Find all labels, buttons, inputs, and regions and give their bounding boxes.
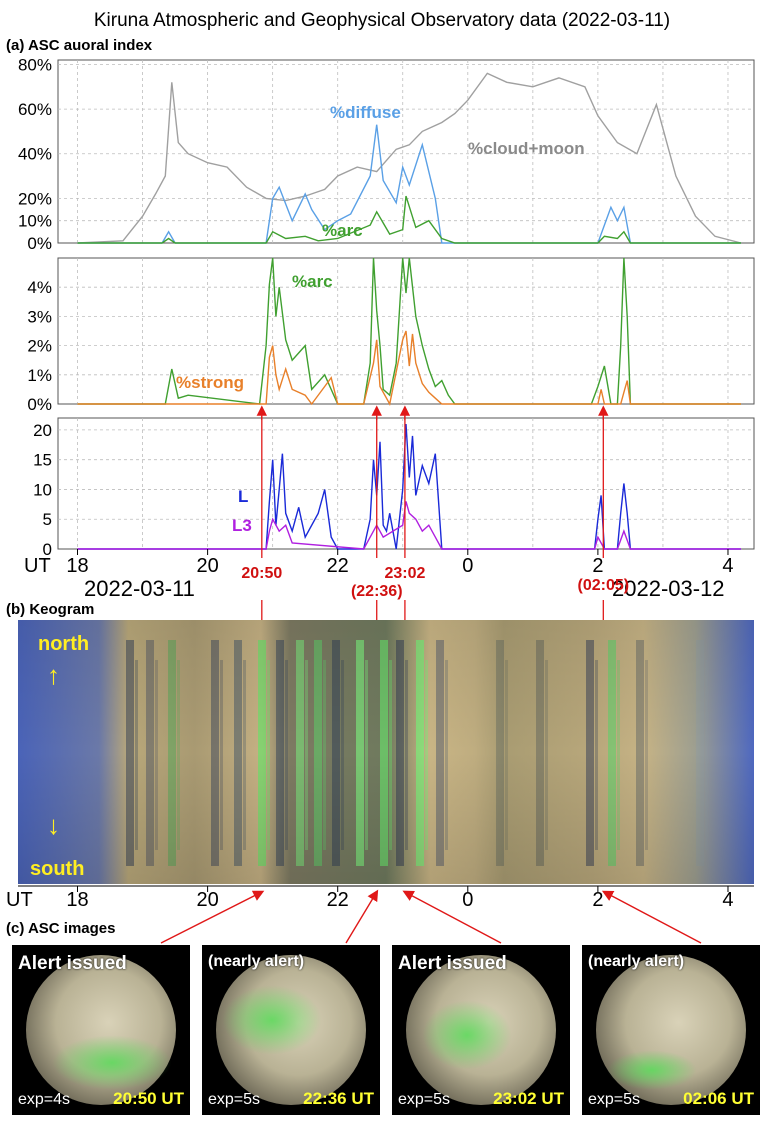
y-tick-label: 10% xyxy=(18,212,52,231)
y-tick-label: 5 xyxy=(43,510,52,529)
series-label: %cloud+moon xyxy=(468,139,585,158)
x-tick-label: 18 xyxy=(66,555,88,577)
asc-image-1: Alert issued exp=4s 20:50 UT xyxy=(12,945,190,1115)
y-tick-label: 0% xyxy=(27,395,52,414)
asc-image-2-exposure: exp=5s xyxy=(208,1091,261,1108)
asc-image-1-exposure: exp=4s xyxy=(18,1091,71,1108)
asc-image-2-time: 22:36 UT xyxy=(303,1089,374,1108)
aurora-glow-4 xyxy=(607,1050,697,1090)
x-tick-label: 22 xyxy=(327,555,349,577)
series-label: %arc xyxy=(322,221,363,240)
y-tick-label: 4% xyxy=(27,278,52,297)
x-axis-a: UT 18 20 22 0 2 4 xyxy=(24,549,734,577)
y-tick-label: 2% xyxy=(27,337,52,356)
x-tick-label: 4 xyxy=(722,555,733,577)
north-arrow-icon: ↑ xyxy=(47,660,60,690)
ut-axis-label: UT xyxy=(24,555,51,577)
keogram-x-tick-label: 18 xyxy=(66,889,88,911)
image-link-arrow xyxy=(345,889,379,944)
chart-panel-3: 0 5 10 15 20 L L3 xyxy=(33,417,755,559)
asc-image-1-time: 20:50 UT xyxy=(113,1089,184,1108)
asc-image-3-time: 23:02 UT xyxy=(493,1089,564,1108)
event-label: (22:36) xyxy=(351,583,403,600)
panel-c-label: (c) ASC images xyxy=(6,920,115,937)
panel-a-label: (a) ASC auoral index xyxy=(6,37,153,54)
image-link-arrow xyxy=(601,890,702,944)
y-tick-label: 20 xyxy=(33,421,52,440)
asc-image-3-header: Alert issued xyxy=(398,953,507,974)
series-label: L3 xyxy=(232,516,252,535)
asc-image-4-exposure: exp=5s xyxy=(588,1091,641,1108)
keogram-north-label: north xyxy=(38,633,90,655)
keogram-x-tick-label: 22 xyxy=(327,889,349,911)
date-right: 2022-03-12 xyxy=(612,576,725,601)
y-tick-label: 80% xyxy=(18,55,52,74)
keogram-ut-label: UT xyxy=(6,889,33,911)
y-tick-label: 20% xyxy=(18,189,52,208)
asc-image-3-exposure: exp=5s xyxy=(398,1091,451,1108)
y-tick-label: 60% xyxy=(18,100,52,119)
x-axis-b: UT 18 20 22 0 2 4 xyxy=(6,885,754,911)
asc-image-3: Alert issued exp=5s 23:02 UT xyxy=(392,945,570,1115)
chart-panel-2: 0% 1% 2% 3% 4% %arc %strong xyxy=(27,257,755,414)
y-tick-label: 1% xyxy=(27,366,52,385)
image-link-arrow xyxy=(160,890,265,944)
series-line xyxy=(77,330,741,407)
asc-image-1-header: Alert issued xyxy=(18,953,127,974)
y-tick-label: 0 xyxy=(43,540,52,559)
plot-frame xyxy=(57,417,755,550)
series-line xyxy=(77,124,741,244)
image-link-arrow xyxy=(402,890,502,944)
y-tick-label: 40% xyxy=(18,145,52,164)
series-label: %arc xyxy=(292,272,333,291)
chart-panel-1: 0% 10% 20% 40% 60% 80% %cloud+moon %diffuse %arc xyxy=(18,55,755,253)
asc-image-4-header: (nearly alert) xyxy=(588,953,685,970)
aurora-glow-2 xyxy=(222,985,322,1055)
asc-image-2-header: (nearly alert) xyxy=(208,953,305,970)
keogram-x-tick-label: 2 xyxy=(592,889,603,911)
asc-image-4-time: 02:06 UT xyxy=(683,1089,754,1108)
date-left: 2022-03-11 xyxy=(84,576,195,601)
y-tick-label: 10 xyxy=(33,480,52,499)
keogram-x-tick-label: 20 xyxy=(196,889,218,911)
aurora-glow-1 xyxy=(52,1035,172,1090)
y-tick-label: 15 xyxy=(33,451,52,470)
keogram xyxy=(18,620,754,884)
x-tick-label: 2 xyxy=(592,555,603,577)
event-label: (02:05) xyxy=(578,577,630,594)
series-line xyxy=(77,423,741,550)
keogram-south-label: south xyxy=(30,858,85,880)
south-arrow-icon: ↓ xyxy=(47,810,60,840)
keogram-x-tick-label: 0 xyxy=(462,889,473,911)
panel-b-label: (b) Keogram xyxy=(6,601,94,618)
series-label: L xyxy=(238,487,248,506)
series-label: %strong xyxy=(176,373,244,392)
asc-image-4: (nearly alert) exp=5s 02:06 UT xyxy=(582,945,760,1115)
series-line xyxy=(77,72,742,244)
event-label: 23:02 xyxy=(384,565,425,582)
y-tick-label: 3% xyxy=(27,307,52,326)
keogram-x-tick-label: 4 xyxy=(722,889,733,911)
image-arrows xyxy=(160,889,702,944)
asc-image-2: (nearly alert) exp=5s 22:36 UT xyxy=(202,945,380,1115)
plot-frame xyxy=(57,59,755,244)
figure-title: Kiruna Atmospheric and Geophysical Obser… xyxy=(94,10,670,31)
plot-area: 0% 10% 20% 40% 60% 80% %cloud+moon %diffuse %arc… xyxy=(18,55,755,559)
series-label: %diffuse xyxy=(330,103,401,122)
y-tick-label: 0% xyxy=(27,234,52,253)
series-line xyxy=(77,257,741,405)
aurora-glow-3 xyxy=(422,1000,512,1070)
x-tick-label: 20 xyxy=(196,555,218,577)
series-line xyxy=(77,195,741,244)
x-tick-label: 0 xyxy=(462,555,473,577)
event-label: 20:50 xyxy=(241,565,282,582)
